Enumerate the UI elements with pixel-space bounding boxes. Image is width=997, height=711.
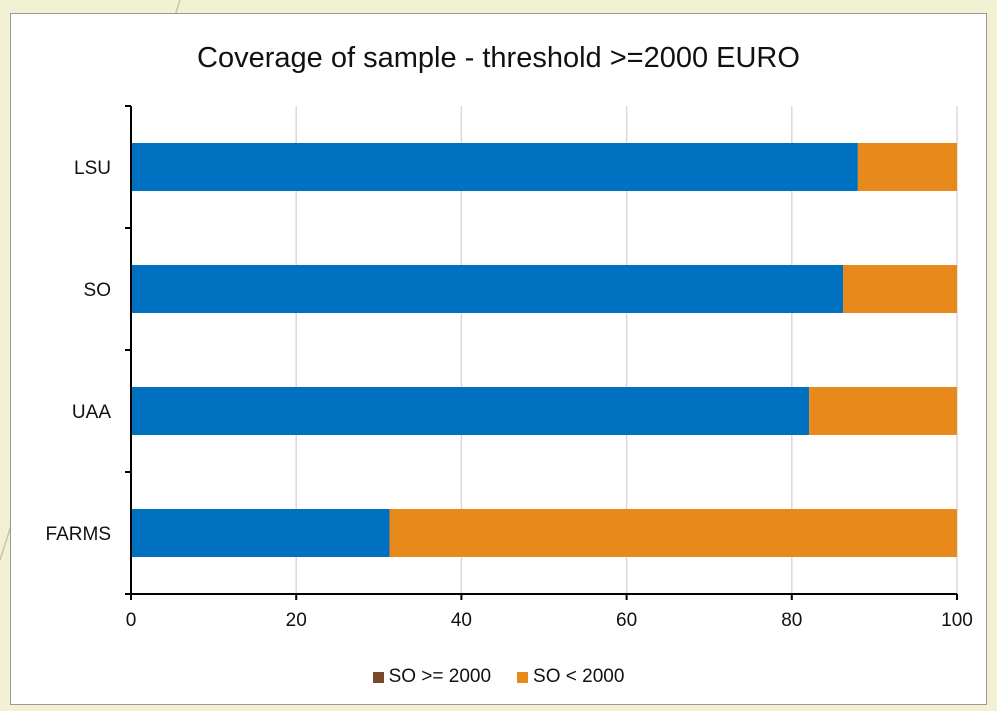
legend-item-so-lt-2000: SO < 2000 [517,666,624,688]
x-tick-label-40: 40 [451,610,472,631]
x-tick-label-60: 60 [616,610,637,631]
x-tick-label-80: 80 [781,610,802,631]
x-tick-label-20: 20 [286,610,307,631]
chart-plot-area: LSU SO UAA FARMS 0 20 40 60 80 100 [46,105,973,631]
bar-farms-series-0 [131,509,390,557]
bar-so-series-0 [131,265,844,313]
bar-farms-series-1 [389,509,958,557]
chart-title: Coverage of sample - threshold >=2000 EU… [197,42,800,74]
legend-swatch-so-lt-2000 [517,671,529,683]
bar-uaa-series-1 [809,387,957,435]
chart-legend: SO >= 2000 SO < 2000 [11,666,986,688]
x-tick-label-100: 100 [941,610,973,631]
y-tick-label-uaa: UAA [72,402,111,423]
y-tick-label-farms: FARMS [46,524,111,545]
bar-uaa-series-0 [131,387,810,435]
bar-lsu-series-1 [857,143,957,191]
y-tick-label-lsu: LSU [74,158,111,179]
legend-label-so-lt-2000: SO < 2000 [533,666,625,687]
bar-lsu-series-0 [131,143,858,191]
y-tick-label-so: SO [84,280,111,301]
x-tick-label-0: 0 [126,610,137,631]
chart-frame: Coverage of sample - threshold >=2000 EU… [10,13,987,705]
legend-label-so-ge-2000: SO >= 2000 [388,666,492,687]
legend-swatch-so-ge-2000 [372,671,384,683]
bar-so-series-1 [843,265,957,313]
legend-item-so-ge-2000: SO >= 2000 [372,666,492,688]
